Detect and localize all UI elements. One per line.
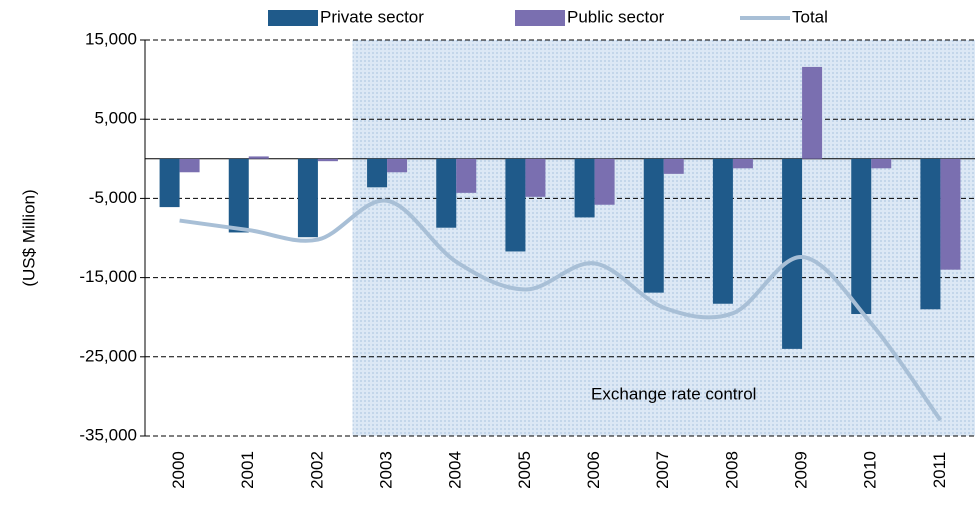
bar bbox=[525, 158, 546, 197]
bar bbox=[505, 158, 526, 252]
y-axis-label: (US$ Million) bbox=[19, 189, 38, 286]
legend-label: Public sector bbox=[567, 7, 665, 26]
legend-swatch bbox=[268, 10, 318, 26]
x-tick-label: 2009 bbox=[792, 451, 811, 489]
bar bbox=[179, 158, 200, 173]
bar bbox=[920, 158, 941, 310]
bar bbox=[456, 158, 477, 193]
bar bbox=[643, 158, 664, 293]
bar bbox=[317, 158, 338, 162]
y-tick-label: 15,000 bbox=[85, 29, 137, 48]
bar bbox=[871, 158, 892, 169]
y-tick-label: -25,000 bbox=[79, 346, 137, 365]
bar bbox=[436, 158, 457, 228]
bar bbox=[940, 158, 961, 270]
x-tick-label: 2005 bbox=[515, 451, 534, 489]
line bbox=[179, 198, 943, 422]
bar bbox=[663, 158, 684, 174]
x-tick-label: 2010 bbox=[861, 451, 880, 489]
bar bbox=[802, 66, 823, 159]
x-tick-label: 2002 bbox=[307, 451, 326, 489]
x-tick-label: 2011 bbox=[930, 452, 949, 489]
x-tick-label: 2003 bbox=[377, 451, 396, 489]
bar bbox=[574, 158, 595, 218]
y-tick-label: -5,000 bbox=[89, 188, 137, 207]
legend-label: Private sector bbox=[320, 7, 424, 26]
legend-swatch bbox=[515, 10, 565, 26]
annotation: Exchange rate control bbox=[591, 384, 756, 403]
bar bbox=[732, 158, 753, 169]
bar bbox=[159, 158, 180, 208]
x-tick-label: 2006 bbox=[584, 451, 603, 489]
bar bbox=[367, 158, 388, 188]
x-tick-label: 2000 bbox=[169, 451, 188, 489]
bar bbox=[297, 158, 318, 238]
bar bbox=[594, 158, 615, 205]
bar bbox=[387, 158, 408, 173]
bar bbox=[248, 156, 269, 159]
y-tick-label: -35,000 bbox=[79, 425, 137, 444]
bar bbox=[782, 158, 803, 349]
bar bbox=[851, 158, 872, 315]
x-tick-label: 2001 bbox=[238, 451, 257, 489]
x-tick-label: 2004 bbox=[446, 451, 465, 489]
x-tick-label: 2008 bbox=[722, 451, 741, 489]
y-tick-label: 5,000 bbox=[94, 109, 137, 128]
y-tick-label: -15,000 bbox=[79, 267, 137, 286]
legend-label: Total bbox=[792, 7, 828, 26]
bar bbox=[712, 158, 733, 304]
x-tick-label: 2007 bbox=[653, 451, 672, 489]
bar bbox=[228, 158, 249, 233]
